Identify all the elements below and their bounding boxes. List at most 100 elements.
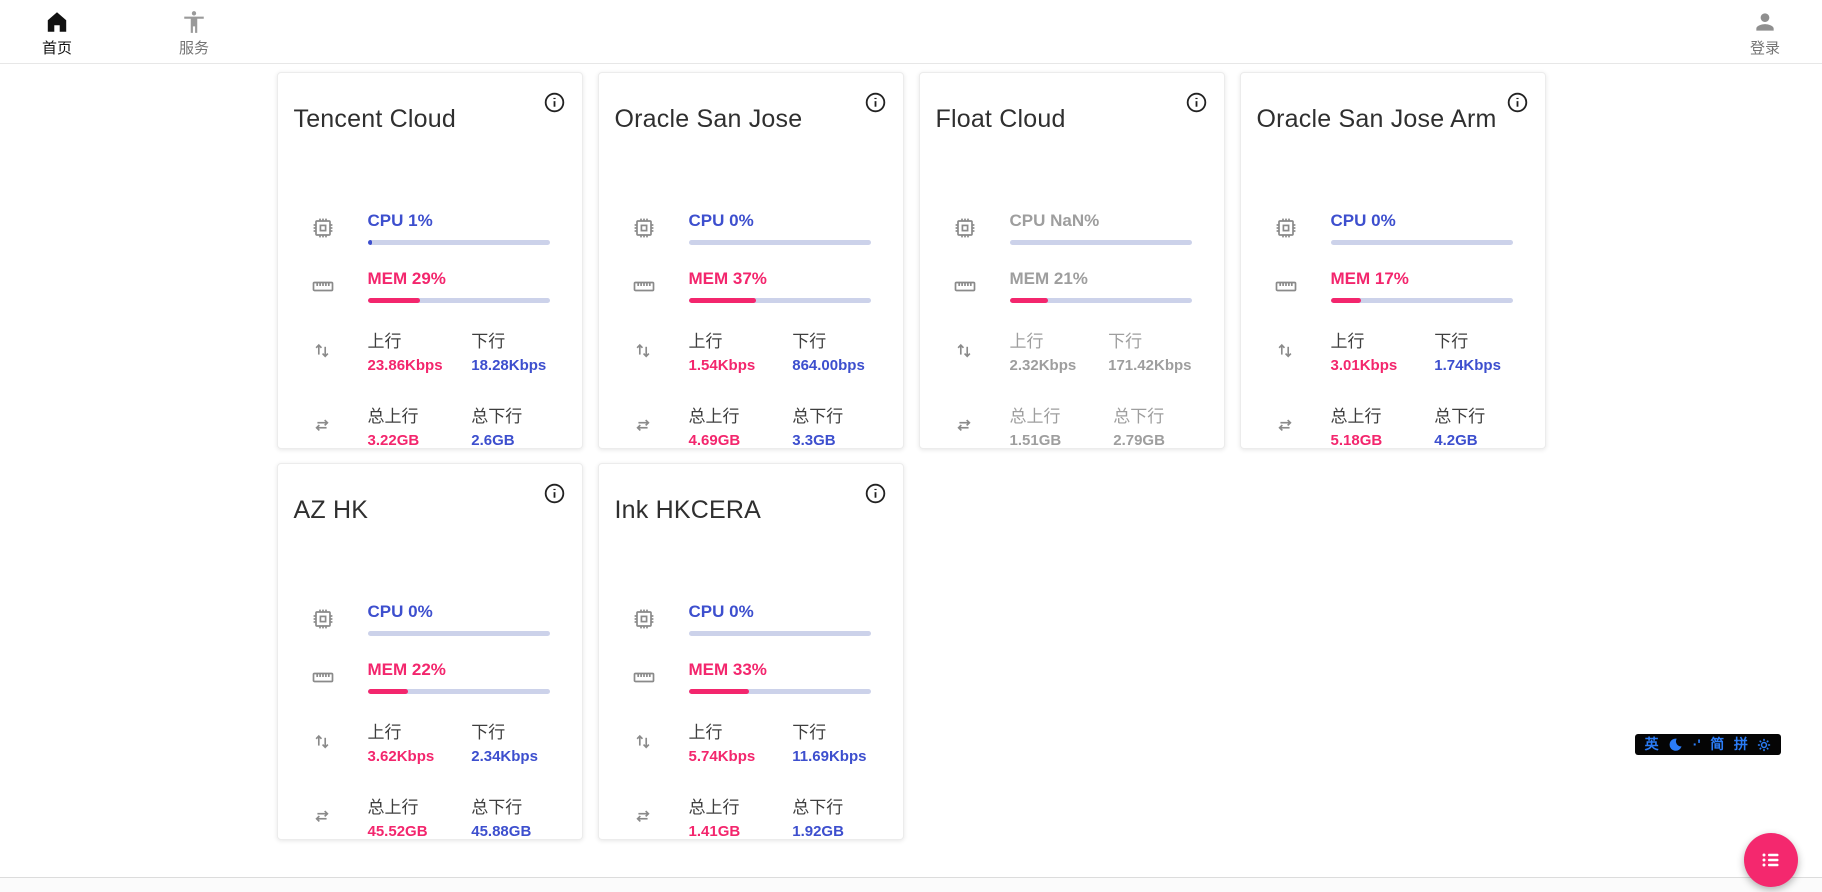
total-download-label: 总下行 bbox=[792, 797, 844, 817]
total-upload-label: 总上行 bbox=[688, 797, 740, 817]
total-upload-value: 4.69GB bbox=[688, 431, 741, 449]
mem-row: MEM 22% bbox=[311, 660, 550, 694]
total-upload-value: 5.18GB bbox=[1330, 431, 1383, 449]
download-label: 下行 bbox=[792, 331, 827, 351]
ime-item[interactable]: ·' bbox=[1692, 736, 1701, 752]
mem-row: MEM 37% bbox=[632, 269, 871, 303]
server-card: Float Cloud bbox=[918, 72, 1225, 449]
server-title: Ink HKCERA bbox=[614, 496, 761, 524]
swap-arrows-icon bbox=[632, 804, 656, 828]
up-down-arrows-icon bbox=[953, 338, 977, 362]
cpu-row: CPU 0% bbox=[1274, 211, 1513, 245]
info-icon[interactable] bbox=[864, 482, 887, 505]
up-down-arrows-icon bbox=[1274, 338, 1298, 362]
total-download-value: 2.6GB bbox=[471, 431, 515, 449]
mem-usage-label: MEM 29% bbox=[367, 268, 446, 288]
mem-progress-bar bbox=[1009, 297, 1192, 303]
info-icon[interactable] bbox=[543, 91, 566, 114]
mem-progress-fill bbox=[688, 688, 749, 694]
cpu-usage-label: CPU 0% bbox=[1330, 210, 1396, 230]
total-download-label: 总下行 bbox=[1434, 406, 1486, 426]
mem-progress-bar bbox=[367, 297, 550, 303]
cpu-progress-fill bbox=[367, 239, 373, 245]
cpu-progress-bar bbox=[688, 630, 871, 636]
mem-progress-fill bbox=[688, 297, 756, 303]
ime-item[interactable]: 拼 bbox=[1733, 736, 1748, 752]
gear-icon[interactable] bbox=[1757, 738, 1771, 752]
download-value: 2.34Kbps bbox=[471, 747, 538, 765]
swap-arrows-icon bbox=[953, 413, 977, 437]
ime-item[interactable]: 英 bbox=[1644, 736, 1659, 752]
card-header: Ink HKCERA bbox=[615, 480, 887, 546]
download-label: 下行 bbox=[1434, 331, 1469, 351]
net-total-row: 总上行 1.41GB 总下行 1.92GB bbox=[632, 793, 871, 840]
upload-value: 3.62Kbps bbox=[367, 747, 435, 765]
ime-item[interactable]: 简 bbox=[1710, 736, 1725, 752]
mem-usage-label: MEM 17% bbox=[1330, 268, 1409, 288]
total-upload-value: 45.52GB bbox=[367, 822, 428, 840]
info-icon[interactable] bbox=[1506, 91, 1529, 114]
upload-label: 上行 bbox=[367, 331, 402, 351]
cpu-chip-icon bbox=[632, 216, 656, 240]
download-label: 下行 bbox=[1108, 331, 1143, 351]
net-total-row: 总上行 4.69GB 总下行 3.3GB bbox=[632, 402, 871, 449]
download-value: 18.28Kbps bbox=[471, 356, 547, 374]
net-rate-row: 上行 5.74Kbps 下行 11.69Kbps bbox=[632, 718, 871, 765]
ime-status-bar: 英 ·' 简拼 bbox=[1635, 734, 1781, 755]
nav-item-home[interactable]: 首页 bbox=[28, 5, 86, 58]
server-title: Oracle San Jose bbox=[614, 105, 803, 133]
cpu-progress-bar bbox=[367, 239, 550, 245]
cpu-usage-label: CPU 1% bbox=[367, 210, 433, 230]
nav-item-services[interactable]: 服务 bbox=[165, 5, 223, 58]
mem-progress-bar bbox=[688, 688, 871, 694]
main-content: Tencent Cloud bbox=[0, 72, 1822, 840]
total-upload-label: 总上行 bbox=[1009, 406, 1061, 426]
list-icon bbox=[1759, 848, 1783, 872]
server-card: Tencent Cloud bbox=[276, 72, 583, 449]
mem-row: MEM 21% bbox=[953, 269, 1192, 303]
up-down-arrows-icon bbox=[311, 729, 335, 753]
mem-progress-fill bbox=[1330, 297, 1362, 303]
up-down-arrows-icon bbox=[632, 729, 656, 753]
upload-label: 上行 bbox=[1330, 331, 1365, 351]
cpu-row: CPU 0% bbox=[632, 211, 871, 245]
total-download-label: 总下行 bbox=[1113, 406, 1165, 426]
mem-progress-fill bbox=[367, 297, 421, 303]
up-down-arrows-icon bbox=[632, 338, 656, 362]
footer-divider bbox=[0, 877, 1822, 892]
total-download-value: 4.2GB bbox=[1434, 431, 1478, 449]
cpu-row: CPU 0% bbox=[311, 602, 550, 636]
cpu-chip-icon bbox=[953, 216, 977, 240]
cpu-usage-label: CPU 0% bbox=[367, 601, 433, 621]
total-download-label: 总下行 bbox=[792, 406, 844, 426]
info-icon[interactable] bbox=[543, 482, 566, 505]
download-value: 11.69Kbps bbox=[792, 747, 867, 765]
card-header: AZ HK bbox=[294, 480, 566, 546]
download-label: 下行 bbox=[471, 331, 506, 351]
info-icon[interactable] bbox=[864, 91, 887, 114]
info-icon[interactable] bbox=[1185, 91, 1208, 114]
memory-ruler-icon bbox=[632, 665, 656, 689]
net-rate-row: 上行 3.01Kbps 下行 1.74Kbps bbox=[1274, 327, 1513, 374]
nav-left: 首页 服务 bbox=[28, 5, 223, 58]
moon-icon[interactable] bbox=[1668, 737, 1683, 752]
server-list-fab[interactable] bbox=[1744, 833, 1798, 887]
swap-arrows-icon bbox=[632, 413, 656, 437]
mem-progress-fill bbox=[367, 688, 408, 694]
card-header: Tencent Cloud bbox=[294, 89, 566, 155]
memory-ruler-icon bbox=[953, 274, 977, 298]
download-label: 下行 bbox=[792, 722, 827, 742]
net-total-row: 总上行 5.18GB 总下行 4.2GB bbox=[1274, 402, 1513, 449]
cpu-chip-icon bbox=[1274, 216, 1298, 240]
mem-row: MEM 17% bbox=[1274, 269, 1513, 303]
swap-arrows-icon bbox=[1274, 413, 1298, 437]
nav-item-login[interactable]: 登录 bbox=[1736, 5, 1794, 58]
upload-label: 上行 bbox=[1009, 331, 1044, 351]
net-rate-row: 上行 3.62Kbps 下行 2.34Kbps bbox=[311, 718, 550, 765]
mem-row: MEM 33% bbox=[632, 660, 871, 694]
server-card: Ink HKCERA bbox=[597, 463, 904, 840]
mem-row: MEM 29% bbox=[311, 269, 550, 303]
nav-item-label: 登录 bbox=[1749, 40, 1780, 57]
cpu-chip-icon bbox=[311, 607, 335, 631]
server-title: Tencent Cloud bbox=[293, 105, 456, 133]
